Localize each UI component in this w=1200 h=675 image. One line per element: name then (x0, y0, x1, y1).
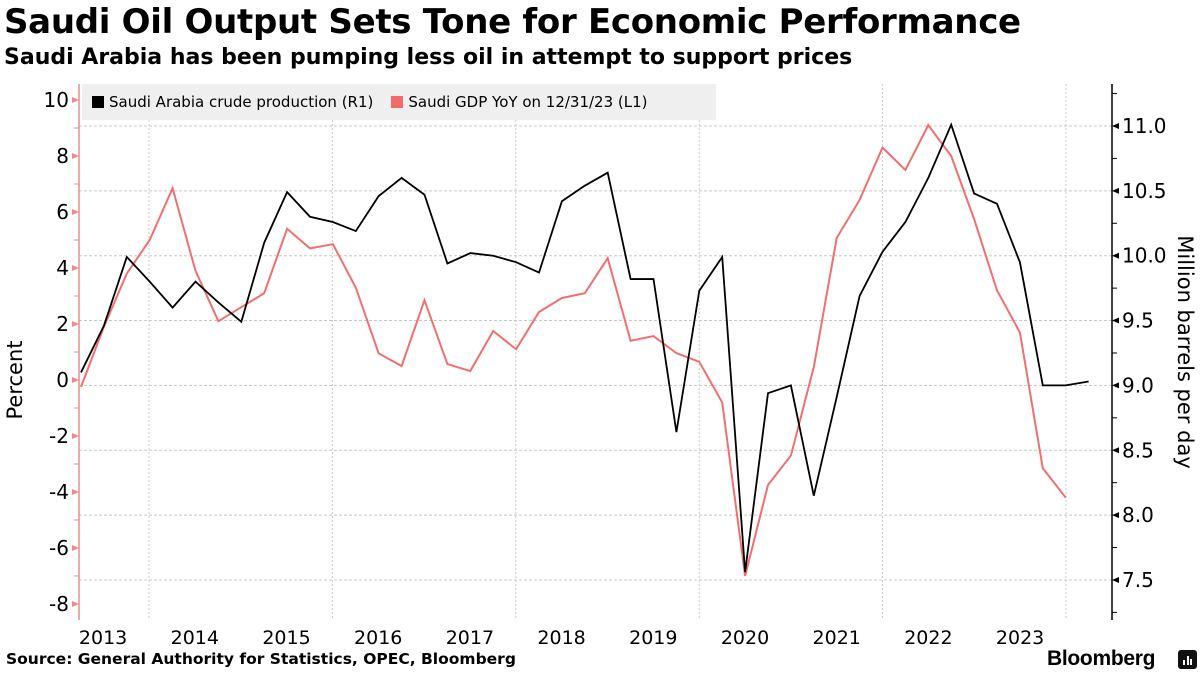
right-tick-label: 10.5 (1122, 179, 1167, 203)
right-tick-label: 7.5 (1122, 568, 1154, 592)
bloomberg-logo: Bloomberg (1047, 647, 1156, 670)
left-tick-label: 0 (56, 368, 69, 392)
chart-title: Saudi Oil Output Sets Tone for Economic … (4, 2, 1021, 42)
left-axis-tick (72, 489, 79, 495)
series-line-crude (80, 122, 1089, 573)
legend: Saudi Arabia crude production (R1) Saudi… (82, 84, 716, 120)
x-tick-label: 2016 (354, 627, 402, 649)
left-tick-label: 10 (44, 88, 69, 112)
right-axis-tick (1112, 252, 1119, 259)
source-note: Source: General Authority for Statistics… (6, 650, 516, 668)
x-tick-label: 2014 (171, 627, 219, 649)
grid-lines (79, 84, 1112, 620)
right-axis-tick (1112, 447, 1119, 454)
series-line-gdp (80, 123, 1067, 577)
left-tick-label: -2 (49, 424, 69, 448)
legend-label-crude: Saudi Arabia crude production (R1) (109, 93, 374, 111)
right-tick-label: 9.5 (1122, 309, 1154, 333)
chart-subtitle: Saudi Arabia has been pumping less oil i… (4, 45, 853, 70)
y-axis-label-left: Percent (3, 340, 27, 419)
x-tick-label: 2018 (537, 627, 585, 649)
right-axis-tick (1112, 317, 1119, 324)
left-axis-tick (72, 97, 79, 103)
left-tick-label: 6 (56, 200, 69, 224)
right-axis-tick (1112, 123, 1119, 129)
x-tick-label: 2021 (813, 627, 861, 649)
legend-label-gdp: Saudi GDP YoY on 12/31/23 (L1) (408, 93, 648, 111)
y-axis-label-right: Million barrels per day (1173, 235, 1197, 468)
left-tick-label: -8 (49, 592, 69, 616)
legend-item-crude[interactable]: Saudi Arabia crude production (R1) (92, 93, 373, 111)
right-tick-label: 10.0 (1122, 244, 1167, 268)
left-tick-label: -4 (49, 480, 69, 504)
x-tick-label: 2023 (996, 627, 1044, 649)
left-axis-tick (72, 377, 79, 383)
right-tick-label: 11.0 (1122, 114, 1167, 138)
x-tick-label: 2019 (629, 627, 677, 649)
left-axis-tick (72, 209, 79, 215)
left-axis-tick (72, 153, 79, 159)
right-axis-tick (1112, 512, 1119, 519)
x-tick-label: 2013 (79, 627, 127, 649)
left-tick-label: 8 (56, 144, 69, 168)
right-axis-tick (1112, 187, 1119, 194)
left-axis: 10 8 6 4 2 0 -2 -4 -6 -8 (44, 84, 80, 620)
legend-swatch-crude (92, 96, 104, 108)
legend-swatch-gdp (391, 96, 404, 108)
right-tick-label: 8.0 (1122, 503, 1154, 527)
bloomberg-terminal-icon (1178, 650, 1197, 669)
x-axis: 2013 2014 2015 2016 2017 2018 2019 2020 2021 2022… (79, 627, 1044, 649)
right-axis-tick (1112, 576, 1119, 583)
series-layer (80, 122, 1089, 577)
left-axis-tick (72, 433, 79, 439)
left-tick-label: 2 (56, 312, 69, 336)
right-tick-label: 8.5 (1122, 438, 1154, 462)
left-axis-tick (72, 321, 79, 327)
left-axis-tick (72, 601, 79, 607)
left-tick-label: -6 (49, 536, 69, 560)
left-tick-label: 4 (56, 256, 69, 280)
legend-item-gdp[interactable]: Saudi GDP YoY on 12/31/23 (L1) (391, 93, 648, 111)
left-axis-tick (72, 545, 79, 551)
x-tick-label: 2022 (904, 627, 952, 649)
x-tick-label: 2020 (721, 627, 769, 649)
x-tick-label: 2015 (262, 627, 310, 649)
left-axis-tick (72, 265, 79, 271)
x-tick-label: 2017 (446, 627, 494, 649)
right-axis-tick (1112, 382, 1119, 389)
right-axis: 11.0 10.5 10.0 9.5 9.0 8.5 8.0 7.5 (1111, 84, 1167, 620)
right-tick-label: 9.0 (1122, 373, 1154, 397)
